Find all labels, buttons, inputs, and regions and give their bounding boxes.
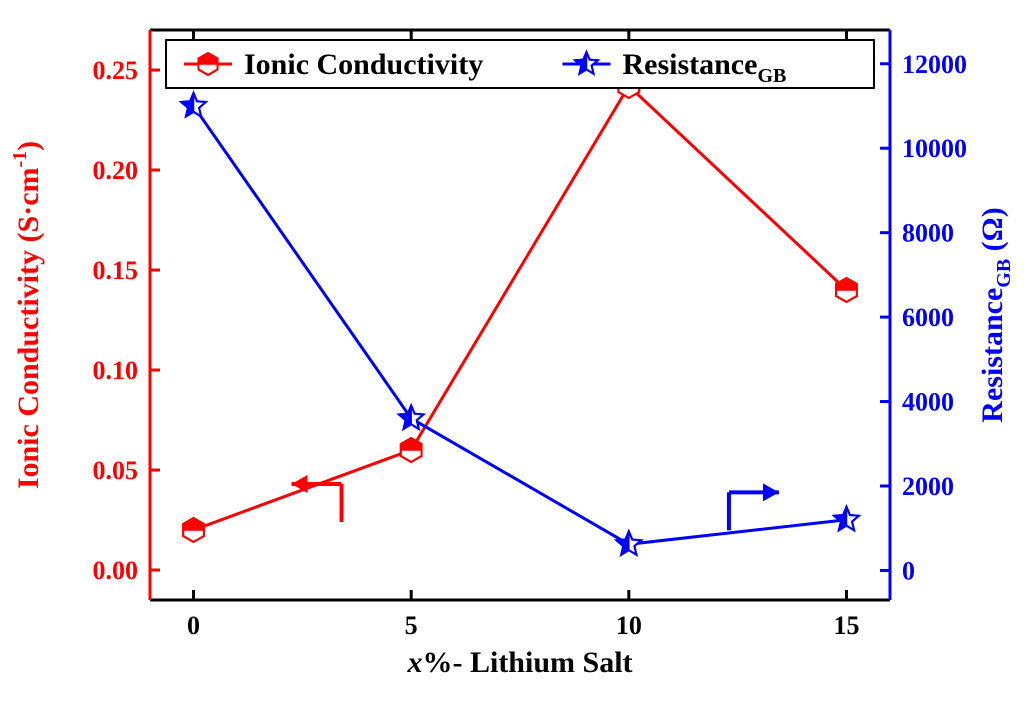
series-line (194, 106, 847, 544)
y-right-tick-label: 4000 (902, 388, 954, 417)
x-tick-label: 0 (187, 611, 200, 640)
chart-svg: 0 5 10 15 0.00 0.05 0.10 0.15 0.20 0.25 0 2000 4000 6… (0, 0, 1024, 712)
dual-axis-line-chart: 0 5 10 15 0.00 0.05 0.10 0.15 0.20 0.25 0 2000 4000 6… (0, 0, 1024, 712)
y-left-tick-label: 0.15 (93, 256, 139, 285)
y-left-tick-label: 0.20 (93, 156, 139, 185)
x-axis-title: x%- Lithium Salt (406, 646, 632, 679)
y-right-tick-label: 6000 (902, 303, 954, 332)
y-right-tick-label: 10000 (902, 134, 967, 163)
star-marker (181, 93, 206, 117)
hexagon-marker (401, 438, 422, 462)
y-right-axis-title: ResistanceGB (Ω) (976, 207, 1015, 422)
x-tick-label: 15 (833, 611, 859, 640)
y-left-tick-label: 0.25 (93, 56, 139, 85)
x-tick-label: 5 (405, 611, 418, 640)
y-right-tick-label: 8000 (902, 219, 954, 248)
star-marker (834, 507, 859, 531)
y-left-axis-title: Ionic Conductivity (S·cm-1) (9, 141, 45, 489)
left-axis-indicator-arrow (292, 475, 342, 522)
y-left-tick-label: 0.00 (93, 556, 139, 585)
right-axis-indicator-arrow (729, 483, 779, 530)
y-left-tick-label: 0.05 (93, 456, 139, 485)
y-right-tick-label: 0 (902, 556, 915, 585)
x-tick-label: 10 (616, 611, 642, 640)
y-right-tick-label: 12000 (902, 50, 967, 79)
hexagon-marker (836, 278, 857, 302)
hexagon-marker (198, 53, 217, 75)
y-right-tick-label: 2000 (902, 472, 954, 501)
star-marker (399, 405, 424, 429)
series-line (194, 86, 847, 530)
y-left-tick-label: 0.10 (93, 356, 139, 385)
hexagon-marker (183, 518, 204, 542)
star-marker (616, 531, 641, 555)
legend-item-label: Ionic Conductivity (244, 48, 483, 81)
